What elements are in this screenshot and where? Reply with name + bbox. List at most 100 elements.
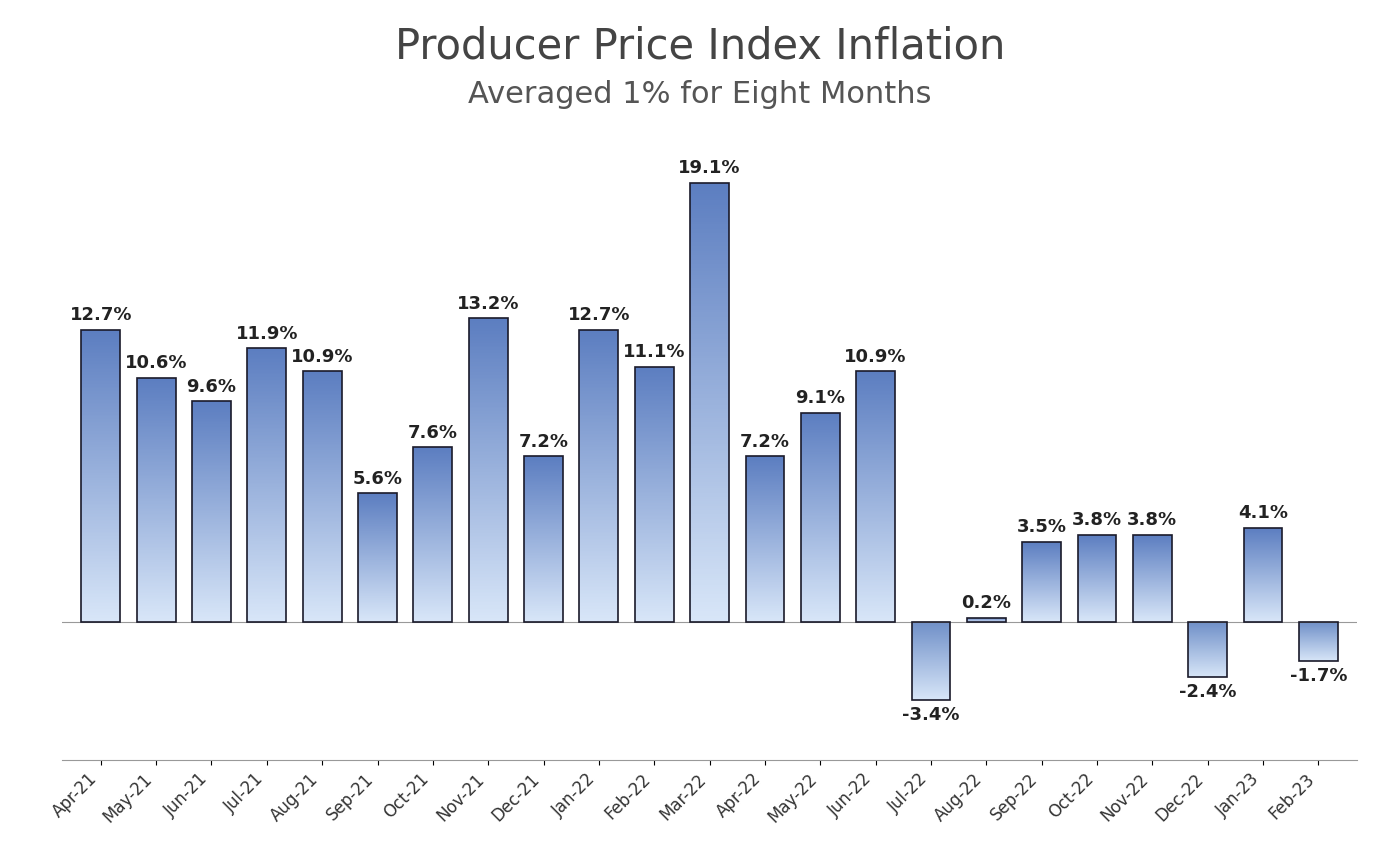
Bar [690,433,729,436]
Bar [248,605,286,606]
Bar [81,425,120,426]
Bar [413,601,452,602]
Bar [81,568,120,569]
Bar [690,550,729,552]
Bar [248,566,286,568]
Bar [524,608,563,609]
Bar [634,517,673,519]
Bar [413,539,452,540]
Bar [967,617,1005,622]
Bar [469,478,508,479]
Bar [302,615,342,616]
Bar [137,444,175,446]
Bar [137,398,175,399]
Bar [801,463,840,464]
Bar [580,546,619,547]
Bar [580,447,619,448]
Bar [81,514,120,516]
Bar [81,444,120,446]
Bar [857,460,895,462]
Bar [413,469,452,470]
Bar [192,494,231,495]
Bar [81,590,120,591]
Bar [801,440,840,441]
Bar [248,484,286,485]
Bar [580,600,619,601]
Bar [192,549,231,550]
Bar [746,555,784,556]
Bar [469,368,508,370]
Bar [524,495,563,496]
Bar [192,573,231,574]
Bar [634,392,673,394]
Bar [413,450,452,451]
Bar [634,438,673,440]
Bar [192,621,231,622]
Bar [413,534,452,535]
Bar [248,433,286,435]
Bar [137,389,175,390]
Bar [413,561,452,562]
Bar [634,561,673,562]
Bar [413,577,452,578]
Bar [801,471,840,473]
Bar [690,321,729,323]
Bar [746,487,784,488]
Bar [302,446,342,447]
Bar [634,384,673,386]
Bar [746,484,784,485]
Bar [690,458,729,459]
Bar [580,502,619,504]
Bar [137,482,175,483]
Bar [746,502,784,503]
Bar [192,439,231,440]
Bar [690,192,729,193]
Bar [469,607,508,609]
Bar [634,453,673,455]
Bar [192,526,231,527]
Bar [801,481,840,482]
Bar [81,609,120,611]
Bar [137,403,175,404]
Bar [469,398,508,399]
Bar [857,547,895,548]
Bar [524,518,563,519]
Bar [413,589,452,590]
Bar [857,488,895,489]
Bar [248,525,286,526]
Bar [524,496,563,497]
Bar [137,566,175,568]
Bar [690,569,729,572]
Bar [81,605,120,606]
Bar [857,497,895,498]
Bar [302,608,342,610]
Bar [302,383,342,385]
Bar [524,461,563,462]
Bar [580,606,619,607]
Bar [857,443,895,444]
Bar [469,545,508,547]
Bar [469,434,508,436]
Bar [413,537,452,538]
Bar [469,568,508,569]
Bar [580,621,619,622]
Bar [469,617,508,619]
Bar [634,414,673,415]
Bar [746,606,784,607]
Bar [690,260,729,262]
Bar [801,593,840,594]
Bar [911,622,951,701]
Bar [469,378,508,379]
Bar [192,410,231,411]
Bar [248,597,286,599]
Bar [580,535,619,536]
Bar [302,480,342,482]
Bar [81,343,120,345]
Bar [690,618,729,620]
Bar [801,435,840,436]
Bar [137,481,175,482]
Bar [690,512,729,515]
Bar [690,220,729,222]
Bar [413,578,452,579]
Bar [81,390,120,391]
